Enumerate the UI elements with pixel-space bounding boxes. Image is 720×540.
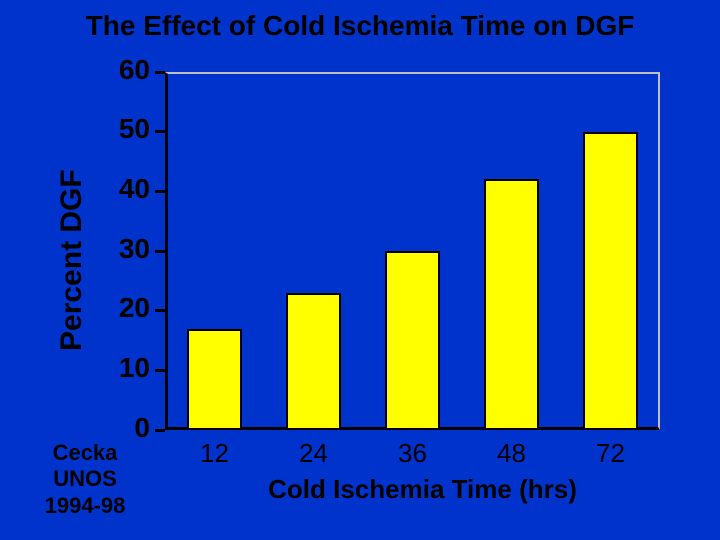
citation-line-1: Cecka xyxy=(10,440,160,466)
y-tick-label: 50 xyxy=(100,113,150,145)
y-tick-label: 0 xyxy=(100,412,150,444)
y-tick-label: 20 xyxy=(100,292,150,324)
bar xyxy=(385,251,439,430)
x-axis-label: Cold Ischemia Time (hrs) xyxy=(185,474,660,505)
y-tick-label: 40 xyxy=(100,173,150,205)
x-tick-label: 48 xyxy=(477,438,547,469)
y-tick xyxy=(155,250,165,253)
bar xyxy=(187,329,241,430)
y-tick xyxy=(155,309,165,312)
y-tick xyxy=(155,130,165,133)
y-tick-label: 60 xyxy=(100,54,150,86)
y-tick xyxy=(155,429,165,432)
slide: The Effect of Cold Ischemia Time on DGF … xyxy=(0,0,720,540)
bar xyxy=(286,293,340,430)
chart-title: The Effect of Cold Ischemia Time on DGF xyxy=(0,10,720,42)
citation-line-2: UNOS xyxy=(10,466,160,492)
bar xyxy=(583,132,637,430)
x-tick-label: 36 xyxy=(378,438,448,469)
citation: Cecka UNOS 1994-98 xyxy=(10,440,160,519)
x-tick-label: 24 xyxy=(279,438,349,469)
y-tick-label: 30 xyxy=(100,233,150,265)
y-tick xyxy=(155,190,165,193)
bar xyxy=(484,179,538,430)
y-tick-label: 10 xyxy=(100,352,150,384)
x-tick-label: 12 xyxy=(180,438,250,469)
y-axis-label: Percent DGF xyxy=(55,170,89,352)
x-tick-label: 72 xyxy=(576,438,646,469)
citation-line-3: 1994-98 xyxy=(10,493,160,519)
y-tick xyxy=(155,71,165,74)
y-tick xyxy=(155,369,165,372)
